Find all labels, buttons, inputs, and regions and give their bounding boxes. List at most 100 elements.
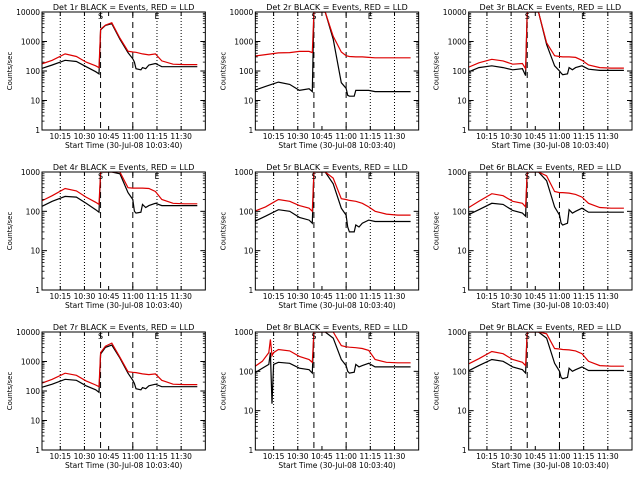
y-tick-label: 10: [244, 97, 254, 106]
panel-title: Det 6r BLACK = Events, RED = LLD: [480, 163, 622, 172]
axis-frame: [468, 331, 633, 451]
x-tick-label: 11:00: [122, 452, 144, 461]
y-tick-label: 10: [457, 247, 467, 256]
series-group: [255, 332, 411, 404]
series-events-line: [255, 332, 411, 404]
y-tick-label: 100: [239, 207, 254, 216]
series-lld-line: [468, 172, 624, 209]
x-tick-label: 11:15: [573, 452, 595, 461]
x-tick-label: 10:45: [98, 132, 120, 141]
series-events-line: [42, 344, 198, 394]
y-tick-label: 1000: [234, 328, 253, 337]
x-tick-label: 10:30: [287, 452, 309, 461]
marker-e: E: [154, 172, 159, 181]
x-tick-label: 10:45: [98, 452, 120, 461]
x-tick-label: 10:30: [500, 292, 522, 301]
y-axis-label: Counts/sec: [6, 52, 14, 91]
x-tick-label: 11:00: [549, 132, 571, 141]
panel-title: Det 2r BLACK = Events, RED = LLD: [266, 3, 408, 12]
series-group: [255, 172, 411, 233]
x-tick-label: 11:30: [597, 132, 619, 141]
y-axis-label: Counts/sec: [219, 372, 227, 411]
x-tick-label: 11:30: [597, 452, 619, 461]
y-axis-label: Counts/sec: [433, 52, 441, 91]
marker-s: S: [525, 172, 530, 181]
x-tick-label: 11:30: [384, 452, 406, 461]
x-tick-label: 10:45: [98, 292, 120, 301]
x-axis-label: Start Time (30-Jul-08 10:03:40): [65, 141, 182, 150]
series-group: [468, 332, 624, 380]
x-tick-label: 11:15: [359, 292, 381, 301]
axis-frame: [41, 171, 206, 291]
axis-frame: [254, 11, 420, 131]
x-tick-label: 11:30: [170, 452, 192, 461]
y-tick-label: 1000: [234, 38, 253, 47]
y-tick-label: 1000: [21, 38, 40, 47]
x-axis-label: Start Time (30-Jul-08 10:03:40): [278, 301, 395, 310]
series-lld-line: [468, 332, 624, 368]
marker-s: S: [525, 12, 530, 21]
y-tick-label: 10: [30, 97, 40, 106]
series-lld-line: [255, 12, 411, 59]
y-tick-label: 10: [457, 407, 467, 416]
x-tick-label: 11:00: [122, 292, 144, 301]
y-tick-label: 10000: [229, 8, 253, 17]
panel-title: Det 9r BLACK = Events, RED = LLD: [480, 323, 622, 332]
x-axis-label: Start Time (30-Jul-08 10:03:40): [65, 461, 182, 470]
series-events-line: [42, 172, 198, 214]
marker-s: S: [98, 172, 103, 181]
x-tick-label: 11:30: [597, 292, 619, 301]
x-tick-label: 10:15: [476, 292, 498, 301]
y-tick-label: 1: [462, 126, 467, 135]
x-tick-label: 11:30: [170, 292, 192, 301]
x-tick-label: 10:15: [476, 452, 498, 461]
y-axis-label: Counts/sec: [6, 372, 14, 411]
y-axis-label: Counts/sec: [433, 212, 441, 251]
series-group: [468, 12, 624, 76]
series-lld-line: [42, 22, 198, 69]
y-axis-label: Counts/sec: [219, 212, 227, 251]
x-tick-label: 11:30: [384, 132, 406, 141]
x-tick-label: 10:45: [524, 452, 546, 461]
x-tick-label: 10:15: [263, 452, 285, 461]
x-tick-label: 11:15: [359, 452, 381, 461]
x-axis-label: Start Time (30-Jul-08 10:03:40): [278, 461, 395, 470]
series-lld-line: [255, 172, 411, 216]
y-tick-label: 100: [239, 67, 254, 76]
marker-e: E: [581, 332, 586, 341]
panel-title: Det 8r BLACK = Events, RED = LLD: [266, 323, 408, 332]
x-tick-label: 11:00: [549, 292, 571, 301]
marker-e: E: [154, 332, 159, 341]
y-tick-label: 10: [244, 247, 254, 256]
marker-e: E: [581, 12, 586, 21]
series-events-line: [255, 172, 411, 233]
x-tick-label: 10:15: [263, 292, 285, 301]
x-tick-label: 10:30: [500, 132, 522, 141]
y-tick-label: 10: [244, 407, 254, 416]
y-tick-label: 10: [30, 247, 40, 256]
x-axis-label: Start Time (30-Jul-08 10:03:40): [492, 461, 609, 470]
y-tick-label: 1: [462, 446, 467, 455]
series-lld-line: [42, 172, 198, 206]
axis-frame: [468, 171, 633, 291]
series-events-line: [42, 22, 198, 75]
x-tick-label: 10:45: [524, 132, 546, 141]
marker-s: S: [311, 172, 316, 181]
y-tick-label: 100: [452, 367, 467, 376]
y-tick-label: 10000: [16, 328, 40, 337]
axis-frame: [254, 171, 420, 291]
y-tick-label: 1000: [448, 328, 467, 337]
series-events-line: [255, 12, 411, 97]
y-tick-label: 100: [26, 67, 41, 76]
panel-title: Det 5r BLACK = Events, RED = LLD: [266, 163, 408, 172]
series-events-line: [468, 12, 624, 76]
y-tick-label: 1: [35, 446, 40, 455]
x-tick-label: 11:15: [146, 292, 168, 301]
x-tick-label: 10:30: [74, 452, 96, 461]
y-tick-label: 1000: [21, 168, 40, 177]
x-tick-label: 10:15: [49, 452, 71, 461]
